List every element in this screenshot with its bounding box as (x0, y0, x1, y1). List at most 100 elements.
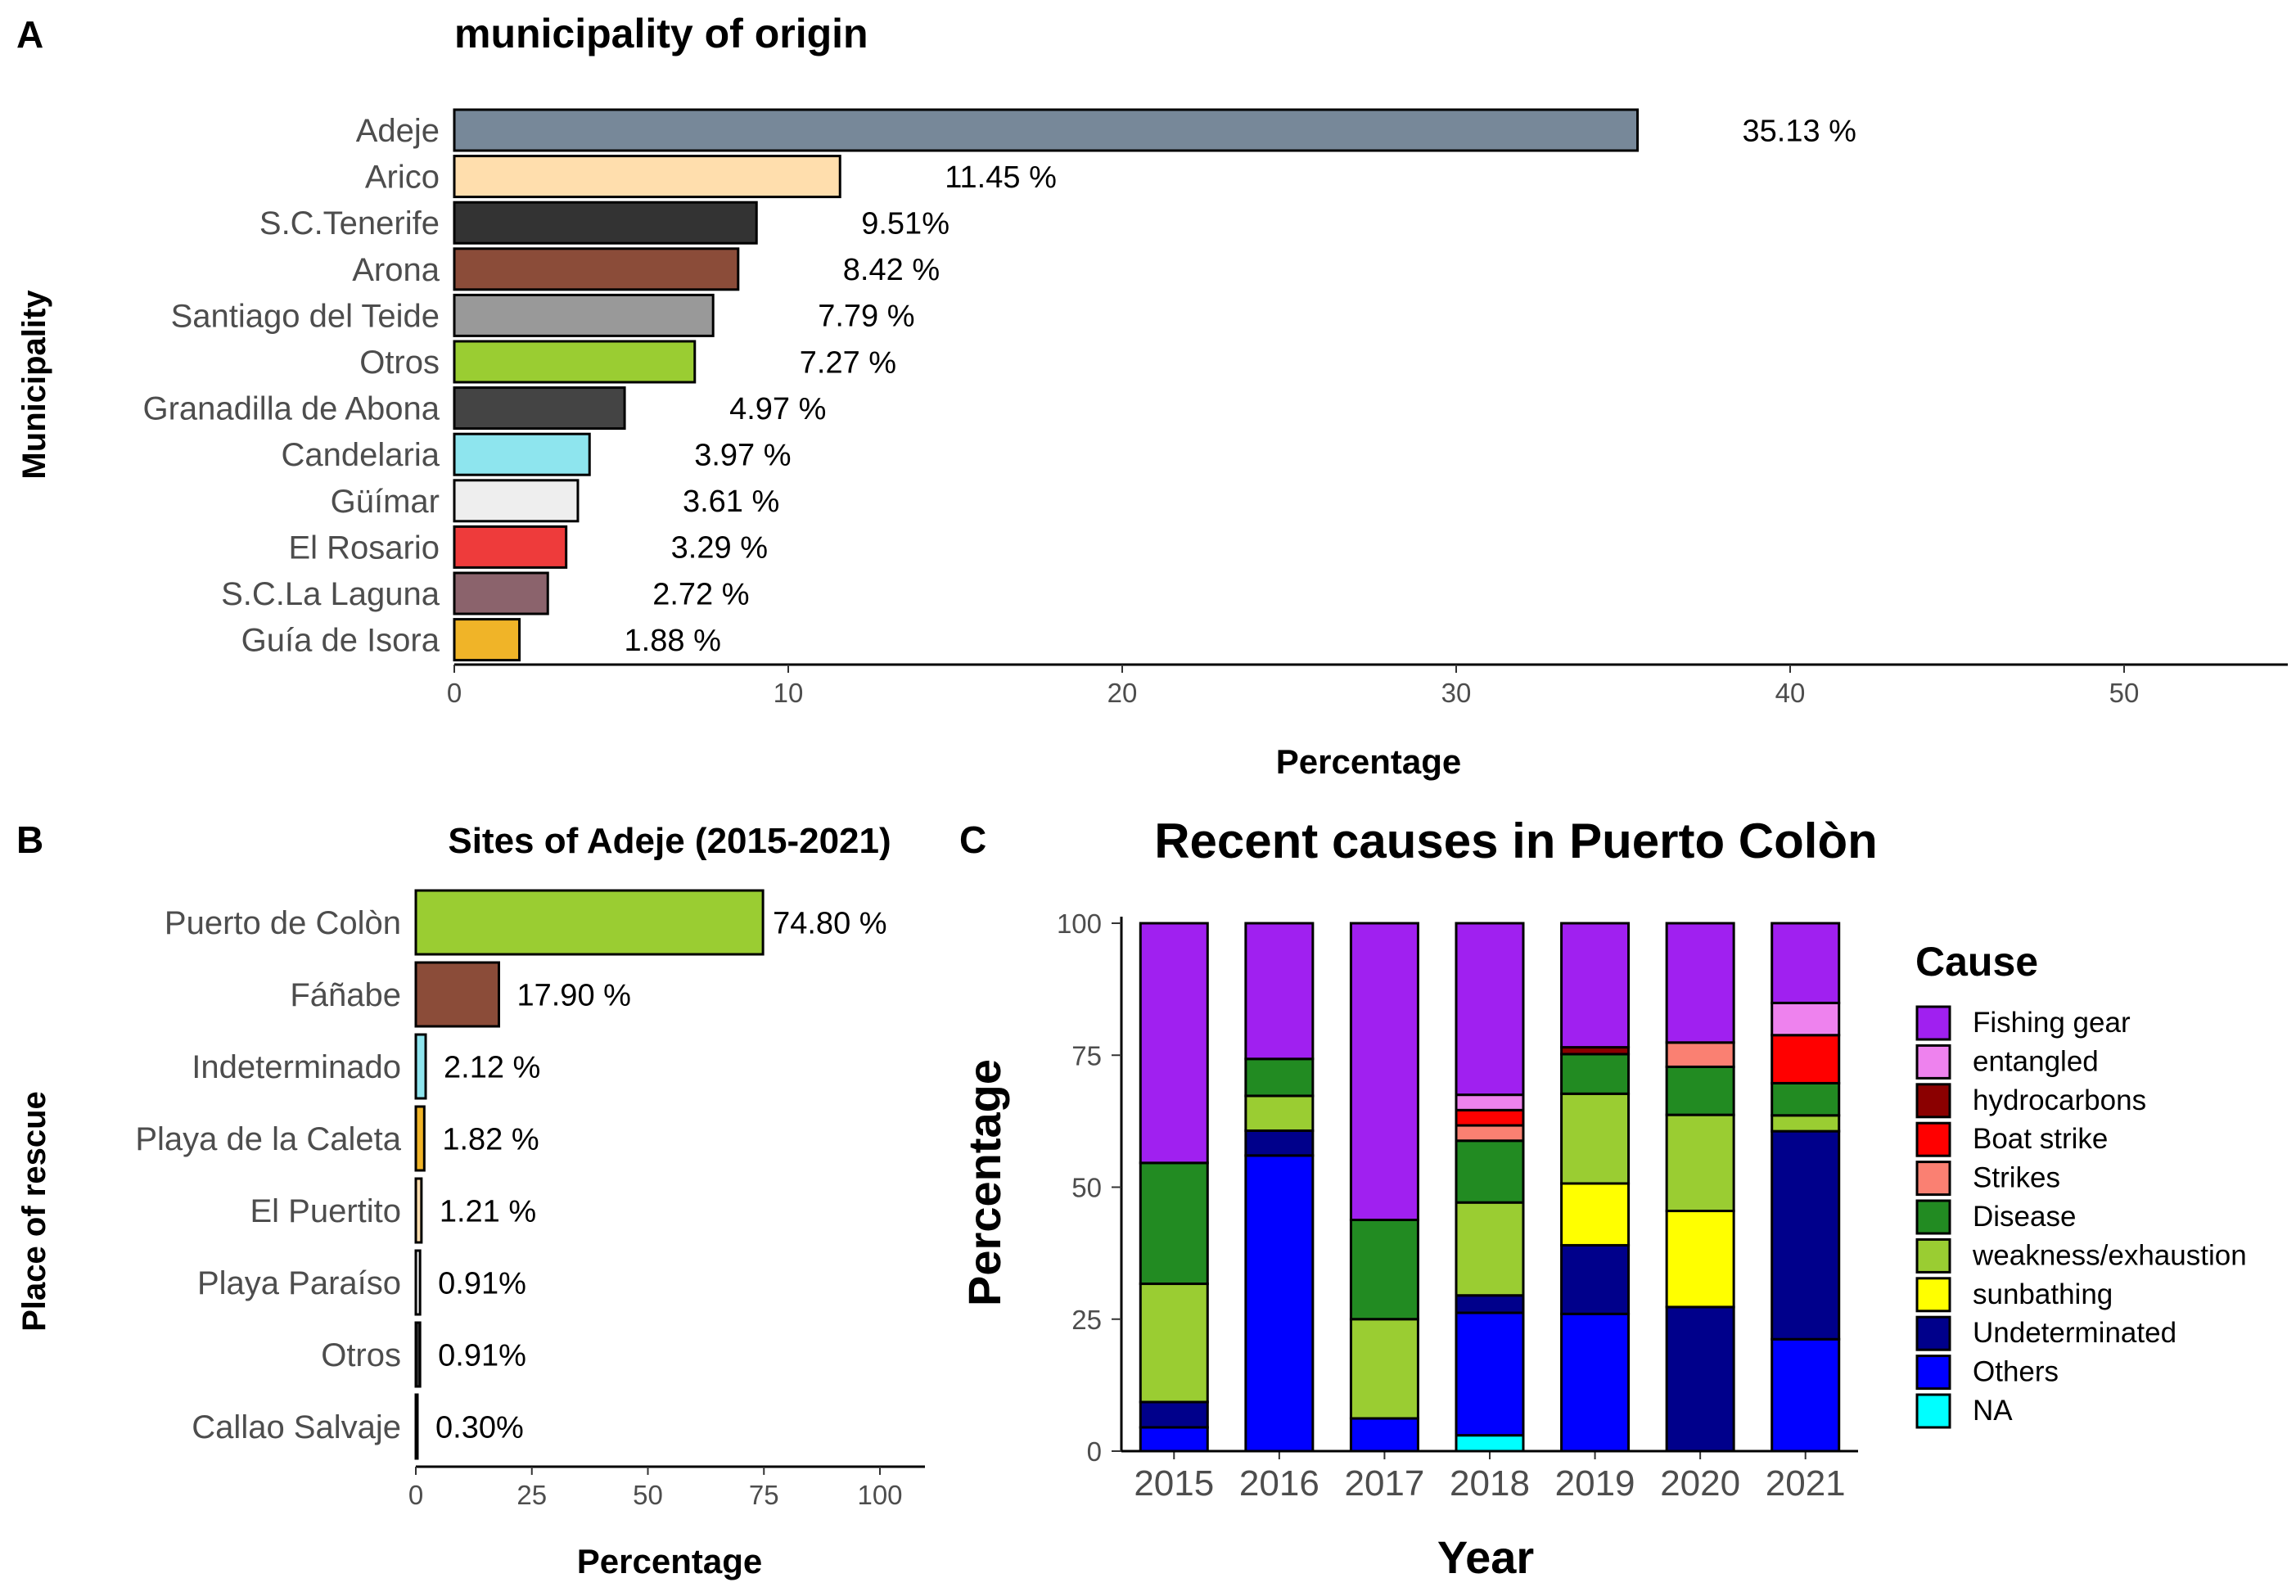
panel-b-x-tick-label: 50 (633, 1480, 663, 1510)
panel-a-data-label: 35.13 % (1743, 114, 1856, 148)
panel-c-bar-segment (1244, 922, 1315, 1061)
panel-c-bar-segment (1244, 1154, 1315, 1453)
legend-swatch (1915, 1199, 1951, 1235)
panel-b-bar (414, 961, 500, 1028)
panel-a-category-label: Adeje (356, 113, 440, 149)
panel-a-bar (453, 386, 626, 431)
panel-c-bar-segment (1455, 1434, 1525, 1453)
panel-b-x-tick-label: 0 (408, 1480, 423, 1510)
panel-c-bar-segment (1560, 1312, 1631, 1453)
legend-swatch (1915, 1315, 1951, 1351)
panel-c-bar-segment (1244, 1057, 1315, 1098)
panel-c-bar-segment (1770, 1081, 1841, 1117)
panel-a-category-label: Guía de Isora (241, 623, 440, 659)
panel-c-bar-segment (1560, 922, 1631, 1049)
panel-a-category-label: Arona (352, 252, 440, 288)
panel-c-label: C (959, 818, 986, 861)
panel-c-bar-segment (1244, 1094, 1315, 1132)
legend-label: Others (1973, 1356, 2059, 1388)
panel-b-category-label: Indeterminado (192, 1049, 401, 1085)
legend-label: sunbathing (1973, 1278, 2113, 1310)
legend-label: Strikes (1973, 1162, 2060, 1194)
panel-b-data-label: 0.30% (435, 1410, 524, 1445)
panel-c-bar-segment (1139, 1161, 1209, 1286)
panel-c-bar-segment (1770, 1034, 1841, 1084)
panel-c-bar-segment (1349, 1417, 1419, 1453)
panel-a-bar (453, 618, 521, 662)
panel-c-bar-segment (1770, 1114, 1841, 1133)
panel-b-x-tick-label: 25 (516, 1480, 547, 1510)
panel-b-bar (414, 1321, 422, 1388)
panel-c-bar-segment (1560, 1182, 1631, 1247)
legend-label: Boat strike (1973, 1123, 2108, 1155)
legend-swatch (1915, 1355, 1951, 1391)
panel-a-data-label: 3.97 % (694, 439, 791, 473)
panel-b-x-tick-label: 75 (749, 1480, 779, 1510)
panel-a-category-label: Arico (365, 160, 440, 196)
panel-b-ylabel: Place of rescue (16, 1091, 52, 1332)
panel-b-bar (414, 1393, 419, 1460)
panel-a-x-tick-label: 40 (1775, 678, 1806, 708)
panel-c-bar-segment (1455, 1124, 1525, 1143)
legend-title: Cause (1915, 939, 2038, 985)
panel-a-bar (453, 340, 697, 384)
panel-c-bar-segment (1455, 1294, 1525, 1314)
legend-swatch (1915, 1393, 1951, 1429)
panel-c-bar-segment (1455, 922, 1525, 1097)
panel-c-x-tick-label: 2015 (1134, 1463, 1214, 1504)
panel-c-x-tick-label: 2018 (1450, 1463, 1530, 1504)
legend-label: NA (1973, 1395, 2013, 1427)
panel-a-x-tick-label: 0 (447, 678, 462, 708)
panel-c-xlabel: Year (1437, 1531, 1534, 1583)
panel-c-bar-segment (1349, 1218, 1419, 1321)
panel-c-x-tick-label: 2016 (1239, 1463, 1319, 1504)
panel-b-data-label: 0.91% (438, 1338, 526, 1373)
panel-c-bar-segment (1349, 922, 1419, 1221)
panel-a-bar (453, 432, 591, 476)
panel-c-plot: 0 25 50 75 100 2015 2016 2017 2018 2019 2020 2021 (1057, 908, 1858, 1504)
panel-b-bar (414, 1105, 426, 1172)
legend-label: Fishing gear (1973, 1007, 2131, 1039)
panel-b-category-label: Playa Paraíso (197, 1265, 401, 1301)
panel-a-data-label: 9.51% (861, 207, 950, 241)
panel-a-x-tick-label: 50 (2109, 678, 2140, 708)
panel-b-bar (414, 1033, 427, 1100)
panel-b-bar (414, 889, 765, 956)
panel-c-bar-segment (1244, 1129, 1315, 1157)
panel-b-title: Sites of Adeje (2015-2021) (448, 821, 891, 861)
panel-a-data-label: 1.88 % (625, 624, 721, 658)
panel-b-xlabel: Percentage (577, 1542, 762, 1580)
panel-c-bar-segment (1770, 1001, 1841, 1037)
panel-a-x-tick-label: 20 (1107, 678, 1138, 708)
panel-a-data-label: 3.29 % (671, 531, 768, 566)
panel-b-category-label: Playa de la Caleta (135, 1121, 401, 1157)
panel-a-label: A (16, 13, 43, 56)
panel-c-bar-segment (1455, 1108, 1525, 1127)
panel-c-bar-segment (1560, 1092, 1631, 1185)
panel-a-category-label: Granadilla de Abona (143, 391, 440, 427)
panel-c-bar-segment (1560, 1243, 1631, 1315)
panel-a-bar (453, 108, 1640, 152)
panel-a: A municipality of origin Municipality Pe… (16, 11, 2288, 781)
legend-label: weakness/exhaustion (1972, 1239, 2247, 1271)
panel-a-category-label: Güímar (331, 484, 440, 520)
panel-c-y-tick-label: 50 (1071, 1173, 1102, 1203)
legend-swatch (1915, 1121, 1951, 1157)
panel-b-bar (414, 1249, 422, 1316)
panel-c-legend: Fishing gear entangled hydrocarbons Boat st… (1915, 1005, 2247, 1429)
panel-a-category-label: S.C.Tenerife (259, 205, 440, 241)
panel-b-data-label: 1.21 % (440, 1194, 536, 1229)
panel-a-data-label: 11.45 % (945, 160, 1057, 195)
panel-a-data-label: 8.42 % (843, 253, 940, 287)
panel-c-x-tick-label: 2021 (1766, 1463, 1846, 1504)
panel-c-bar-segment (1665, 1065, 1735, 1116)
panel-a-xlabel: Percentage (1276, 742, 1461, 781)
panel-a-bar (453, 201, 758, 245)
panel-b-category-label: Fáñabe (290, 977, 401, 1013)
legend-swatch (1915, 1083, 1951, 1119)
panel-b-category-label: El Puertito (250, 1193, 401, 1229)
panel-c-bar-segment (1665, 1305, 1735, 1453)
panel-a-bar (453, 525, 568, 569)
panel-c-bar-segment (1770, 1337, 1841, 1453)
panel-a-title: municipality of origin (454, 11, 868, 56)
